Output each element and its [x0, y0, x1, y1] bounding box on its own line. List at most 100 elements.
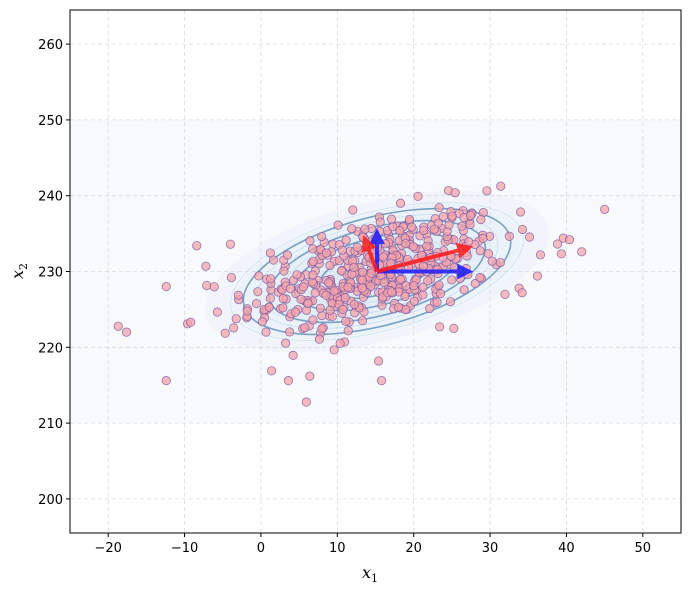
data-point — [290, 307, 301, 317]
data-point — [296, 294, 306, 304]
data-point — [495, 257, 505, 268]
y-tick-label: 240 — [38, 190, 63, 205]
data-point — [338, 304, 348, 315]
x-tick-label: 10 — [329, 541, 346, 556]
data-point — [343, 326, 353, 336]
y-axis-ticks: 200 210 220 230 240 250 260 — [38, 38, 70, 508]
data-point — [229, 323, 239, 333]
data-point — [325, 305, 335, 315]
x-tick-label: 50 — [635, 541, 652, 556]
data-point — [457, 221, 467, 231]
data-point — [422, 241, 432, 251]
y-tick-label: 230 — [38, 266, 63, 281]
data-point — [404, 214, 415, 225]
data-point — [373, 356, 384, 366]
data-point — [337, 245, 347, 255]
data-point — [282, 250, 293, 260]
data-point — [357, 316, 368, 326]
x-tick-label: −20 — [94, 541, 121, 556]
x-tick-label: 20 — [405, 541, 422, 556]
data-point — [434, 280, 444, 290]
data-point — [242, 306, 252, 316]
data-point — [552, 239, 563, 249]
data-point — [305, 236, 315, 246]
data-point — [161, 282, 171, 292]
data-point — [192, 241, 202, 251]
data-point — [444, 220, 454, 230]
x-tick-label: 40 — [558, 541, 575, 556]
data-point — [317, 310, 327, 321]
data-point — [504, 231, 514, 241]
data-point — [329, 286, 339, 296]
y-tick-label: 210 — [38, 417, 63, 432]
data-point — [212, 307, 222, 317]
data-point — [482, 186, 492, 196]
data-point — [267, 366, 277, 376]
x-tick-label: 0 — [257, 541, 265, 556]
data-point — [464, 237, 474, 247]
data-point — [377, 376, 387, 386]
x-tick-label: −10 — [171, 541, 198, 556]
y-tick-label: 260 — [38, 38, 63, 53]
data-point — [308, 315, 318, 325]
data-point — [487, 256, 497, 266]
principal-minor-arrow — [361, 235, 379, 273]
y-tick-label: 250 — [38, 114, 63, 129]
data-point — [357, 283, 367, 293]
data-point — [113, 321, 123, 331]
data-point — [476, 214, 486, 225]
data-point — [459, 285, 469, 295]
data-point — [357, 267, 368, 277]
data-point — [409, 281, 419, 291]
x-axis-label: x1 — [362, 563, 378, 585]
data-point — [340, 293, 350, 303]
data-point — [298, 282, 309, 292]
data-point — [233, 290, 243, 300]
grid — [70, 10, 681, 533]
data-point — [308, 270, 318, 280]
data-point — [449, 323, 459, 333]
data-point — [226, 273, 237, 283]
data-point — [465, 219, 475, 230]
data-point — [341, 235, 351, 245]
data-point — [386, 214, 397, 224]
x-tick-label: 30 — [482, 541, 499, 556]
data-point — [418, 261, 428, 271]
data-point — [466, 210, 476, 221]
data-point — [475, 272, 485, 283]
data-point — [366, 268, 376, 278]
data-point — [268, 255, 279, 265]
data-point — [310, 288, 320, 298]
data-point — [264, 302, 274, 312]
data-point — [317, 324, 327, 334]
data-point — [121, 327, 132, 337]
data-point — [279, 266, 289, 276]
data-point — [321, 290, 331, 300]
data-point — [447, 275, 457, 285]
data-point — [360, 224, 370, 234]
data-point — [348, 205, 358, 215]
scatter-points — [113, 181, 610, 407]
data-point — [429, 224, 439, 234]
data-point — [257, 317, 267, 327]
data-point — [186, 317, 196, 327]
data-point — [435, 289, 446, 299]
data-point — [425, 303, 435, 314]
data-point — [278, 303, 288, 313]
data-point — [300, 323, 310, 333]
data-point — [341, 316, 351, 326]
data-point — [202, 280, 212, 291]
data-point — [161, 376, 171, 386]
data-point — [357, 275, 367, 285]
data-point — [231, 314, 241, 324]
eigenvector-arrows — [361, 228, 474, 280]
data-point — [517, 224, 528, 235]
data-point — [305, 371, 315, 381]
data-point — [438, 211, 448, 222]
data-point — [281, 338, 291, 348]
y-tick-label: 200 — [38, 493, 63, 508]
data-point — [378, 252, 388, 262]
data-point — [333, 220, 343, 230]
y-axis-label: x2 — [8, 263, 30, 279]
